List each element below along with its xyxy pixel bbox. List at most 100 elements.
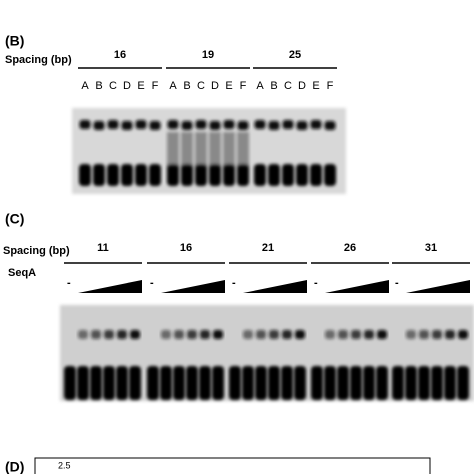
protein-label: SeqA [8,267,36,279]
gel-band [212,366,224,400]
gel-band [121,164,133,186]
gel-smear [181,132,193,166]
gel-smear [195,132,207,166]
gel-band [242,366,254,400]
gel-band [237,121,249,130]
gel-band [406,330,416,339]
no-protein-label: - [232,277,236,289]
no-protein-label: - [314,277,318,289]
gel-band [117,330,127,339]
panel-label: (D) [5,459,24,474]
gel-band [269,330,279,339]
gel-band [135,164,147,186]
gel-band [186,366,198,400]
gel-band [135,120,147,129]
gel-smear [223,132,235,166]
group-label: 11 [97,242,109,254]
gel-band [213,330,223,339]
gel-band [254,120,266,129]
gel-band [295,330,305,339]
gel-band [458,330,468,339]
gel-band [311,366,323,400]
lane-label: D [298,80,306,92]
gel-smear [237,132,249,166]
gel-band [181,121,193,130]
group-label: 25 [289,49,301,61]
gel-band [405,366,417,400]
gel-band [296,164,308,186]
gel-band [195,120,207,129]
lane-label: C [284,80,292,92]
gel-band [363,366,375,400]
lane-label: D [123,80,131,92]
lane-label: A [81,80,89,92]
gel-band [445,330,455,339]
gel-band [181,164,193,186]
gel-smear [209,132,221,166]
gel-band [147,366,159,400]
group-label: 31 [425,242,437,254]
gel-band [282,120,294,129]
gel-band [364,330,374,339]
no-protein-label: - [67,277,71,289]
concentration-wedge [78,280,142,293]
gel-band [457,366,469,400]
gel-band [431,366,443,400]
gel-band [79,120,91,129]
gel-band [324,121,336,130]
gel-band [107,120,119,129]
axis-label: Spacing (bp) [3,245,70,257]
gel-band [418,366,430,400]
gel-band [160,366,172,400]
gel-band [78,330,88,339]
gel-band [432,330,442,339]
no-protein-label: - [150,277,154,289]
lane-label: C [197,80,205,92]
gel-band [209,121,221,130]
gel-band [281,366,293,400]
group-label: 26 [344,242,356,254]
gel-band [93,121,105,130]
lane-label: E [137,80,144,92]
gel-band [237,164,249,186]
lane-label: F [327,80,334,92]
lane-label: C [109,80,117,92]
gel-band [255,366,267,400]
gel-band [325,330,335,339]
gel-band [392,366,404,400]
no-protein-label: - [395,277,399,289]
gel-band [103,366,115,400]
gel-band [161,330,171,339]
lane-label: B [95,80,102,92]
lane-label: F [152,80,159,92]
gel-band [121,121,133,130]
gel-band [243,330,253,339]
gel-band [324,164,336,186]
gel-band [91,330,101,339]
gel-band [256,330,266,339]
gel-band [310,120,322,129]
group-label: 16 [180,242,192,254]
gel-band [167,164,179,186]
gel-band [351,330,361,339]
panel-label: (B) [5,33,24,49]
gel-band [229,366,241,400]
lane-label: B [270,80,277,92]
gel-band [268,366,280,400]
gel-band [310,164,322,186]
group-label: 21 [262,242,274,254]
plot-frame [34,457,431,474]
group-label: 16 [114,49,126,61]
gel-band [419,330,429,339]
panel-label: (C) [5,211,24,227]
lane-label: B [183,80,190,92]
gel-band [296,121,308,130]
lane-label: A [256,80,264,92]
gel-band [337,366,349,400]
gel-band [64,366,76,400]
gel-smear [167,132,179,166]
gel-band [77,366,89,400]
gel-band [90,366,102,400]
